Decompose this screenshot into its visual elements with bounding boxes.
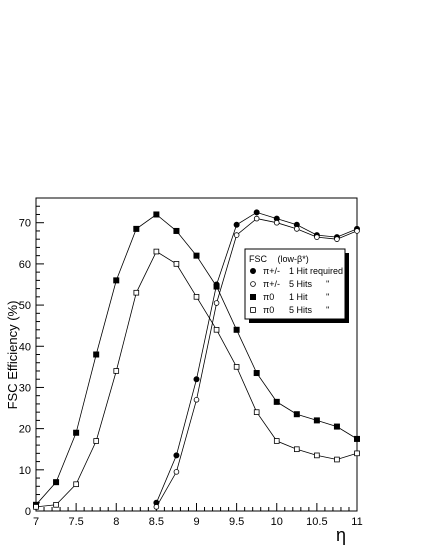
legend-entry: π0 1 Hit '' — [249, 292, 330, 302]
data-point — [213, 283, 220, 290]
data-point — [293, 411, 300, 418]
data-point — [193, 252, 200, 259]
x-tick-label: 11 — [351, 516, 362, 528]
data-point — [153, 504, 160, 510]
data-point — [113, 277, 120, 284]
legend-entry: π0 5 Hits '' — [250, 305, 330, 315]
data-point — [113, 368, 120, 374]
data-point — [334, 456, 340, 463]
data-point — [354, 450, 360, 457]
legend-ditto: '' — [326, 305, 330, 315]
data-point — [193, 294, 200, 300]
x-tick-label: 8 — [113, 516, 119, 528]
data-point — [233, 221, 240, 228]
x-tick-label: 9 — [193, 516, 199, 528]
x-tick-label: 8.5 — [149, 516, 164, 528]
y-tick-label: 40 — [19, 341, 31, 353]
data-point — [53, 502, 59, 508]
legend-hits: 5 Hits — [289, 305, 313, 315]
data-point — [133, 225, 140, 232]
legend-box — [244, 248, 346, 320]
legend-hits: 1 Hit — [289, 292, 308, 302]
data-point — [233, 326, 240, 333]
y-tick-label: 0 — [25, 506, 31, 518]
data-point — [173, 452, 180, 459]
x-axis-title: η — [336, 525, 346, 545]
data-point — [193, 376, 200, 383]
legend-particle: π0 — [263, 292, 274, 302]
legend-title: FSC (low-β*) — [249, 254, 309, 264]
data-point — [133, 289, 140, 296]
y-tick-label: 60 — [19, 259, 31, 271]
x-tick-label: 10.5 — [306, 516, 327, 528]
data-point — [53, 479, 60, 486]
series-filled-circle — [153, 209, 360, 506]
data-point — [253, 209, 260, 216]
legend-particle: π+/- — [263, 266, 280, 276]
legend-hits: 5 Hits — [289, 279, 313, 289]
legend-particle: π0 — [263, 305, 274, 315]
y-tick-label: 10 — [19, 465, 31, 477]
data-point — [273, 438, 280, 444]
series-layer — [33, 209, 360, 510]
y-tick-label: 30 — [19, 382, 31, 394]
data-point — [173, 261, 180, 267]
y-axis-title: FSC Efficiency (%) — [5, 301, 20, 410]
y-tick-label: 20 — [19, 424, 31, 436]
legend-marker — [249, 293, 256, 300]
legend-ditto: '' — [326, 292, 330, 302]
legend: FSC (low-β*) π+/- 1 Hit required π+/- 5 Hit… — [244, 248, 349, 323]
data-point — [153, 248, 160, 255]
data-point — [213, 300, 220, 306]
data-point — [173, 469, 180, 475]
legend-marker — [249, 267, 256, 274]
data-point — [253, 215, 260, 222]
y-tick-label: 50 — [19, 300, 31, 312]
data-point — [273, 398, 280, 405]
data-point — [153, 211, 160, 218]
y-axis: 0 10 20 30 40 50 60 70 — [19, 205, 44, 518]
data-point — [73, 481, 79, 488]
data-point — [314, 234, 320, 240]
x-tick-label: 7 — [33, 516, 39, 528]
series-open-circle — [153, 215, 360, 510]
data-point — [93, 438, 99, 444]
legend-entry: π+/- 5 Hits '' — [250, 279, 330, 289]
x-tick-label: 9.5 — [229, 516, 244, 528]
data-point — [233, 364, 240, 370]
data-point — [193, 397, 200, 403]
legend-ditto: '' — [326, 279, 330, 289]
legend-marker — [250, 307, 256, 313]
legend-entry: π+/- 1 Hit required — [249, 266, 343, 276]
x-tick-label: 10 — [271, 516, 283, 528]
data-point — [313, 417, 320, 424]
legend-hits: 1 Hit required — [289, 266, 343, 276]
plot-frame — [35, 197, 358, 512]
data-point — [353, 435, 360, 442]
data-point — [294, 446, 300, 453]
y-tick-label: 70 — [19, 218, 31, 230]
data-point — [33, 504, 39, 510]
data-point — [73, 429, 80, 436]
series-open-square — [33, 248, 360, 510]
data-point — [93, 351, 100, 358]
data-point — [253, 370, 260, 377]
legend-marker — [250, 281, 256, 287]
x-axis: 7 7.5 8 8.5 9 9.5 10 10.5 11 — [33, 503, 363, 528]
data-point — [233, 232, 240, 238]
data-point — [334, 236, 340, 242]
data-point — [354, 228, 360, 234]
data-point — [253, 409, 260, 415]
data-point — [314, 452, 320, 459]
data-point — [294, 226, 300, 232]
data-point — [213, 326, 220, 333]
data-point — [273, 219, 280, 226]
data-point — [173, 227, 180, 234]
data-point — [333, 423, 340, 430]
x-tick-label: 7.5 — [68, 516, 83, 528]
legend-particle: π+/- — [263, 279, 280, 289]
